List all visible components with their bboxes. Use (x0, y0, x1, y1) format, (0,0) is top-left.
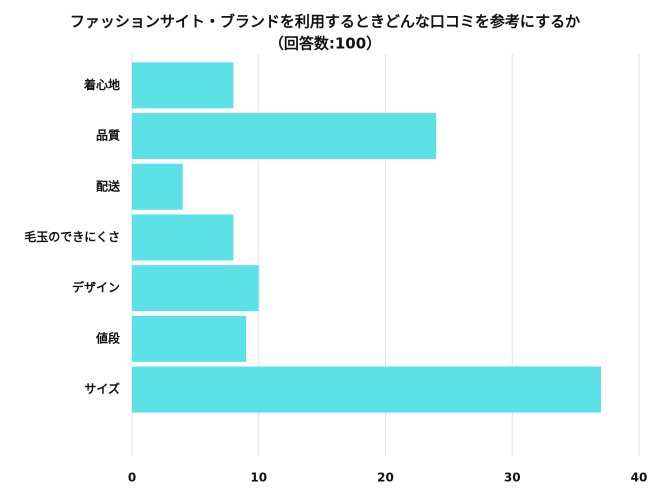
bar (132, 265, 259, 312)
x-tick-label: 0 (128, 471, 136, 485)
chart-title: ファッションサイト・ブランドを利用するときどんな口コミを参考にするか (70, 13, 580, 31)
bar (132, 62, 234, 109)
x-tick-label: 20 (377, 471, 394, 485)
y-tick-label: 毛玉のできにくさ (24, 229, 120, 244)
x-tick-label: 10 (250, 471, 267, 485)
y-tick-label: 品質 (96, 128, 120, 143)
chart-subtitle: （回答数:100） (269, 35, 381, 53)
y-tick-label: 値段 (95, 330, 121, 345)
x-tick-label: 40 (631, 471, 648, 485)
y-tick-label: サイズ (84, 381, 120, 396)
bar (132, 214, 234, 261)
y-tick-label: デザイン (72, 280, 120, 295)
bar (132, 113, 437, 160)
bar (132, 163, 183, 210)
y-tick-label: 着心地 (83, 77, 120, 92)
bar (132, 315, 247, 362)
x-tick-label: 30 (504, 471, 521, 485)
y-tick-label: 配送 (96, 178, 121, 193)
bar (132, 366, 601, 413)
